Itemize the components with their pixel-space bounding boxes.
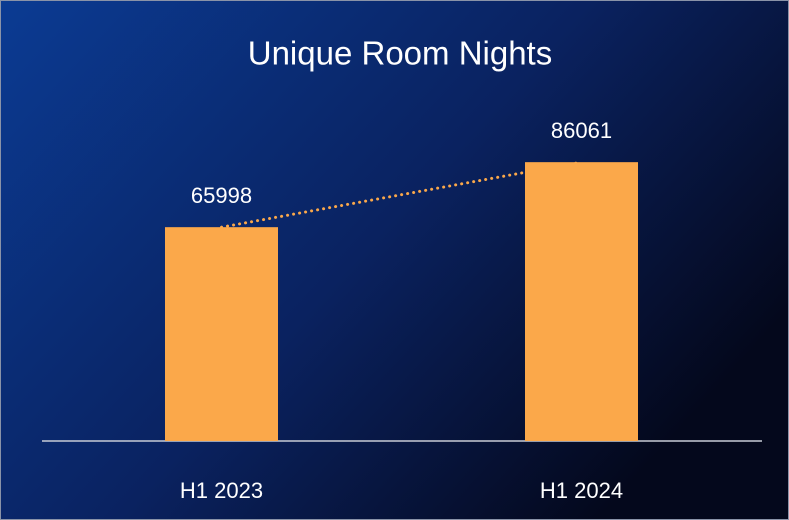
x-tick-label: H1 2024	[540, 478, 623, 503]
bar	[165, 227, 278, 441]
x-tick-label: H1 2023	[180, 478, 263, 503]
trend-line	[220, 160, 583, 229]
bar	[525, 162, 638, 441]
chart-title: Unique Room Nights	[248, 35, 552, 72]
value-label: 86061	[551, 118, 612, 143]
value-label: 65998	[191, 183, 252, 208]
